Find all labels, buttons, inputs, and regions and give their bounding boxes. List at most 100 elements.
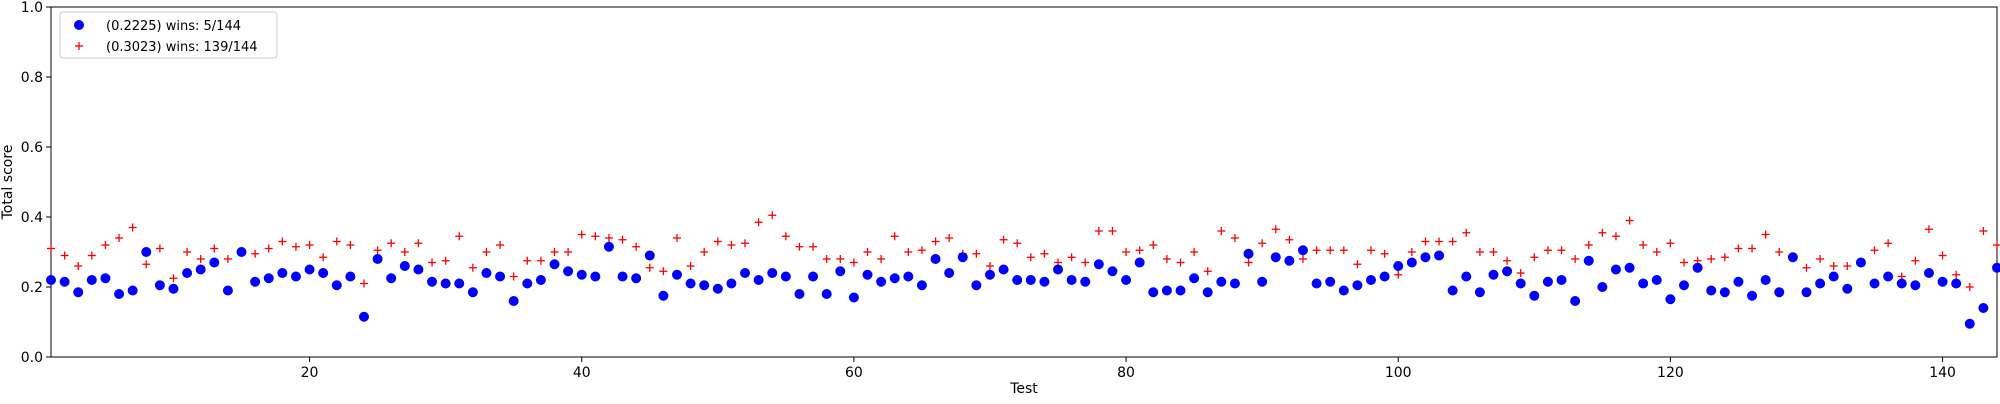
- blue-circle-point: [1107, 266, 1118, 277]
- red-plus-point: [414, 239, 423, 248]
- red-plus-point: [1816, 255, 1825, 263]
- red-plus-point: [1013, 239, 1022, 248]
- red-plus-point: [836, 255, 845, 263]
- red-plus-point: [768, 211, 777, 220]
- blue-circle-point: [876, 276, 887, 287]
- blue-circle-point: [1502, 266, 1513, 277]
- blue-circle-point: [481, 268, 492, 278]
- blue-circle-point: [331, 280, 342, 291]
- blue-circle-point: [1828, 271, 1839, 282]
- red-plus-point: [904, 248, 913, 256]
- red-plus-point: [999, 235, 1008, 244]
- red-plus-point: [183, 248, 192, 256]
- red-plus-point: [278, 237, 287, 246]
- blue-circle-point: [1012, 275, 1023, 285]
- red-plus-point: [672, 234, 681, 242]
- red-plus-point: [1734, 244, 1743, 253]
- blue-circle-point: [1883, 271, 1894, 282]
- red-plus-point: [1870, 246, 1879, 255]
- red-plus-point: [1217, 227, 1226, 235]
- blue-circle-point: [427, 276, 438, 287]
- red-plus-point: [1952, 270, 1961, 279]
- red-plus-point: [822, 255, 831, 263]
- blue-circle-point: [1297, 245, 1308, 256]
- blue-circle-point: [73, 287, 84, 298]
- red-plus-point: [1530, 253, 1539, 262]
- red-plus-point: [1176, 258, 1185, 267]
- blue-circle-point: [1161, 285, 1172, 296]
- red-plus-point: [1666, 239, 1675, 248]
- blue-circle-point: [780, 271, 791, 282]
- red-plus-point: [1230, 234, 1239, 242]
- blue-circle-point: [1978, 303, 1989, 313]
- red-plus-point: [1680, 258, 1689, 267]
- blue-circle-point: [984, 269, 995, 280]
- blue-circle-point: [767, 268, 778, 278]
- blue-circle-point: [794, 289, 805, 299]
- blue-circle-point: [1665, 294, 1676, 305]
- red-plus-point: [1911, 256, 1920, 265]
- blue-circle-point: [290, 271, 301, 282]
- red-plus-point: [645, 263, 654, 272]
- blue-circle-point: [1257, 276, 1268, 287]
- blue-circle-point: [712, 283, 723, 294]
- blue-circle-point: [930, 254, 941, 264]
- blue-circle-point: [1270, 252, 1281, 263]
- red-plus-point: [468, 263, 477, 272]
- blue-circle-point: [195, 264, 206, 275]
- axis-ticks: 20 40 60 80 100 120 140 0.0 0.2 0.4 0.6 0.8 1.0: [21, 0, 1956, 381]
- blue-circle-point: [631, 273, 642, 284]
- blue-circle-point: [590, 271, 601, 282]
- blue-circle-point: [236, 247, 247, 257]
- blue-circle-point: [100, 273, 111, 284]
- red-plus-point: [1611, 232, 1620, 241]
- x-tick-label: 80: [1117, 365, 1135, 381]
- red-plus-point: [115, 234, 124, 242]
- red-plus-point: [1244, 258, 1253, 267]
- blue-circle-point: [808, 271, 819, 282]
- blue-circle-point: [1610, 264, 1621, 275]
- red-plus-point: [387, 239, 396, 248]
- red-plus-point: [1312, 246, 1321, 255]
- red-plus-point: [863, 248, 872, 256]
- red-plus-point: [441, 256, 450, 265]
- red-plus-point: [1843, 262, 1852, 270]
- blue-circle-point: [1583, 255, 1594, 266]
- red-plus-point: [1652, 248, 1661, 256]
- blue-circle-point: [1488, 269, 1499, 280]
- red-plus-point: [373, 246, 382, 255]
- blue-circle-point: [1719, 287, 1730, 298]
- red-plus-point: [917, 246, 926, 255]
- red-plus-point: [1190, 248, 1199, 256]
- blue-circle-point: [1556, 275, 1567, 285]
- blue-circle-point: [549, 259, 560, 270]
- red-plus-point: [945, 234, 954, 242]
- blue-circle-point: [454, 278, 465, 289]
- blue-circle-point: [1379, 271, 1390, 282]
- red-plus-point: [577, 230, 586, 239]
- blue-circle-point: [563, 266, 574, 277]
- red-plus-point: [550, 248, 559, 256]
- red-plus-point: [1761, 230, 1770, 239]
- blue-circle-point: [1570, 296, 1581, 306]
- y-tick-label: 1.0: [21, 0, 43, 16]
- red-plus-point: [632, 242, 641, 251]
- blue-circle-point: [1352, 280, 1363, 291]
- blue-circle-point: [916, 280, 927, 291]
- blue-circle-point: [1651, 275, 1662, 285]
- blue-circle-point: [304, 264, 315, 275]
- red-plus-point: [1203, 267, 1212, 276]
- red-plus-point: [319, 253, 328, 262]
- red-plus-point: [1435, 237, 1444, 246]
- blue-circle-point: [1393, 261, 1404, 271]
- blue-circle-point: [1366, 275, 1377, 285]
- blue-circle-point: [1951, 278, 1962, 289]
- blue-circle-point: [671, 269, 682, 280]
- blue-circle-point: [318, 268, 329, 278]
- blue-circle-point: [386, 273, 397, 284]
- red-plus-point: [1489, 248, 1498, 256]
- x-tick-label: 140: [1929, 365, 1956, 381]
- red-plus-point: [809, 242, 818, 251]
- red-plus-point: [604, 234, 613, 242]
